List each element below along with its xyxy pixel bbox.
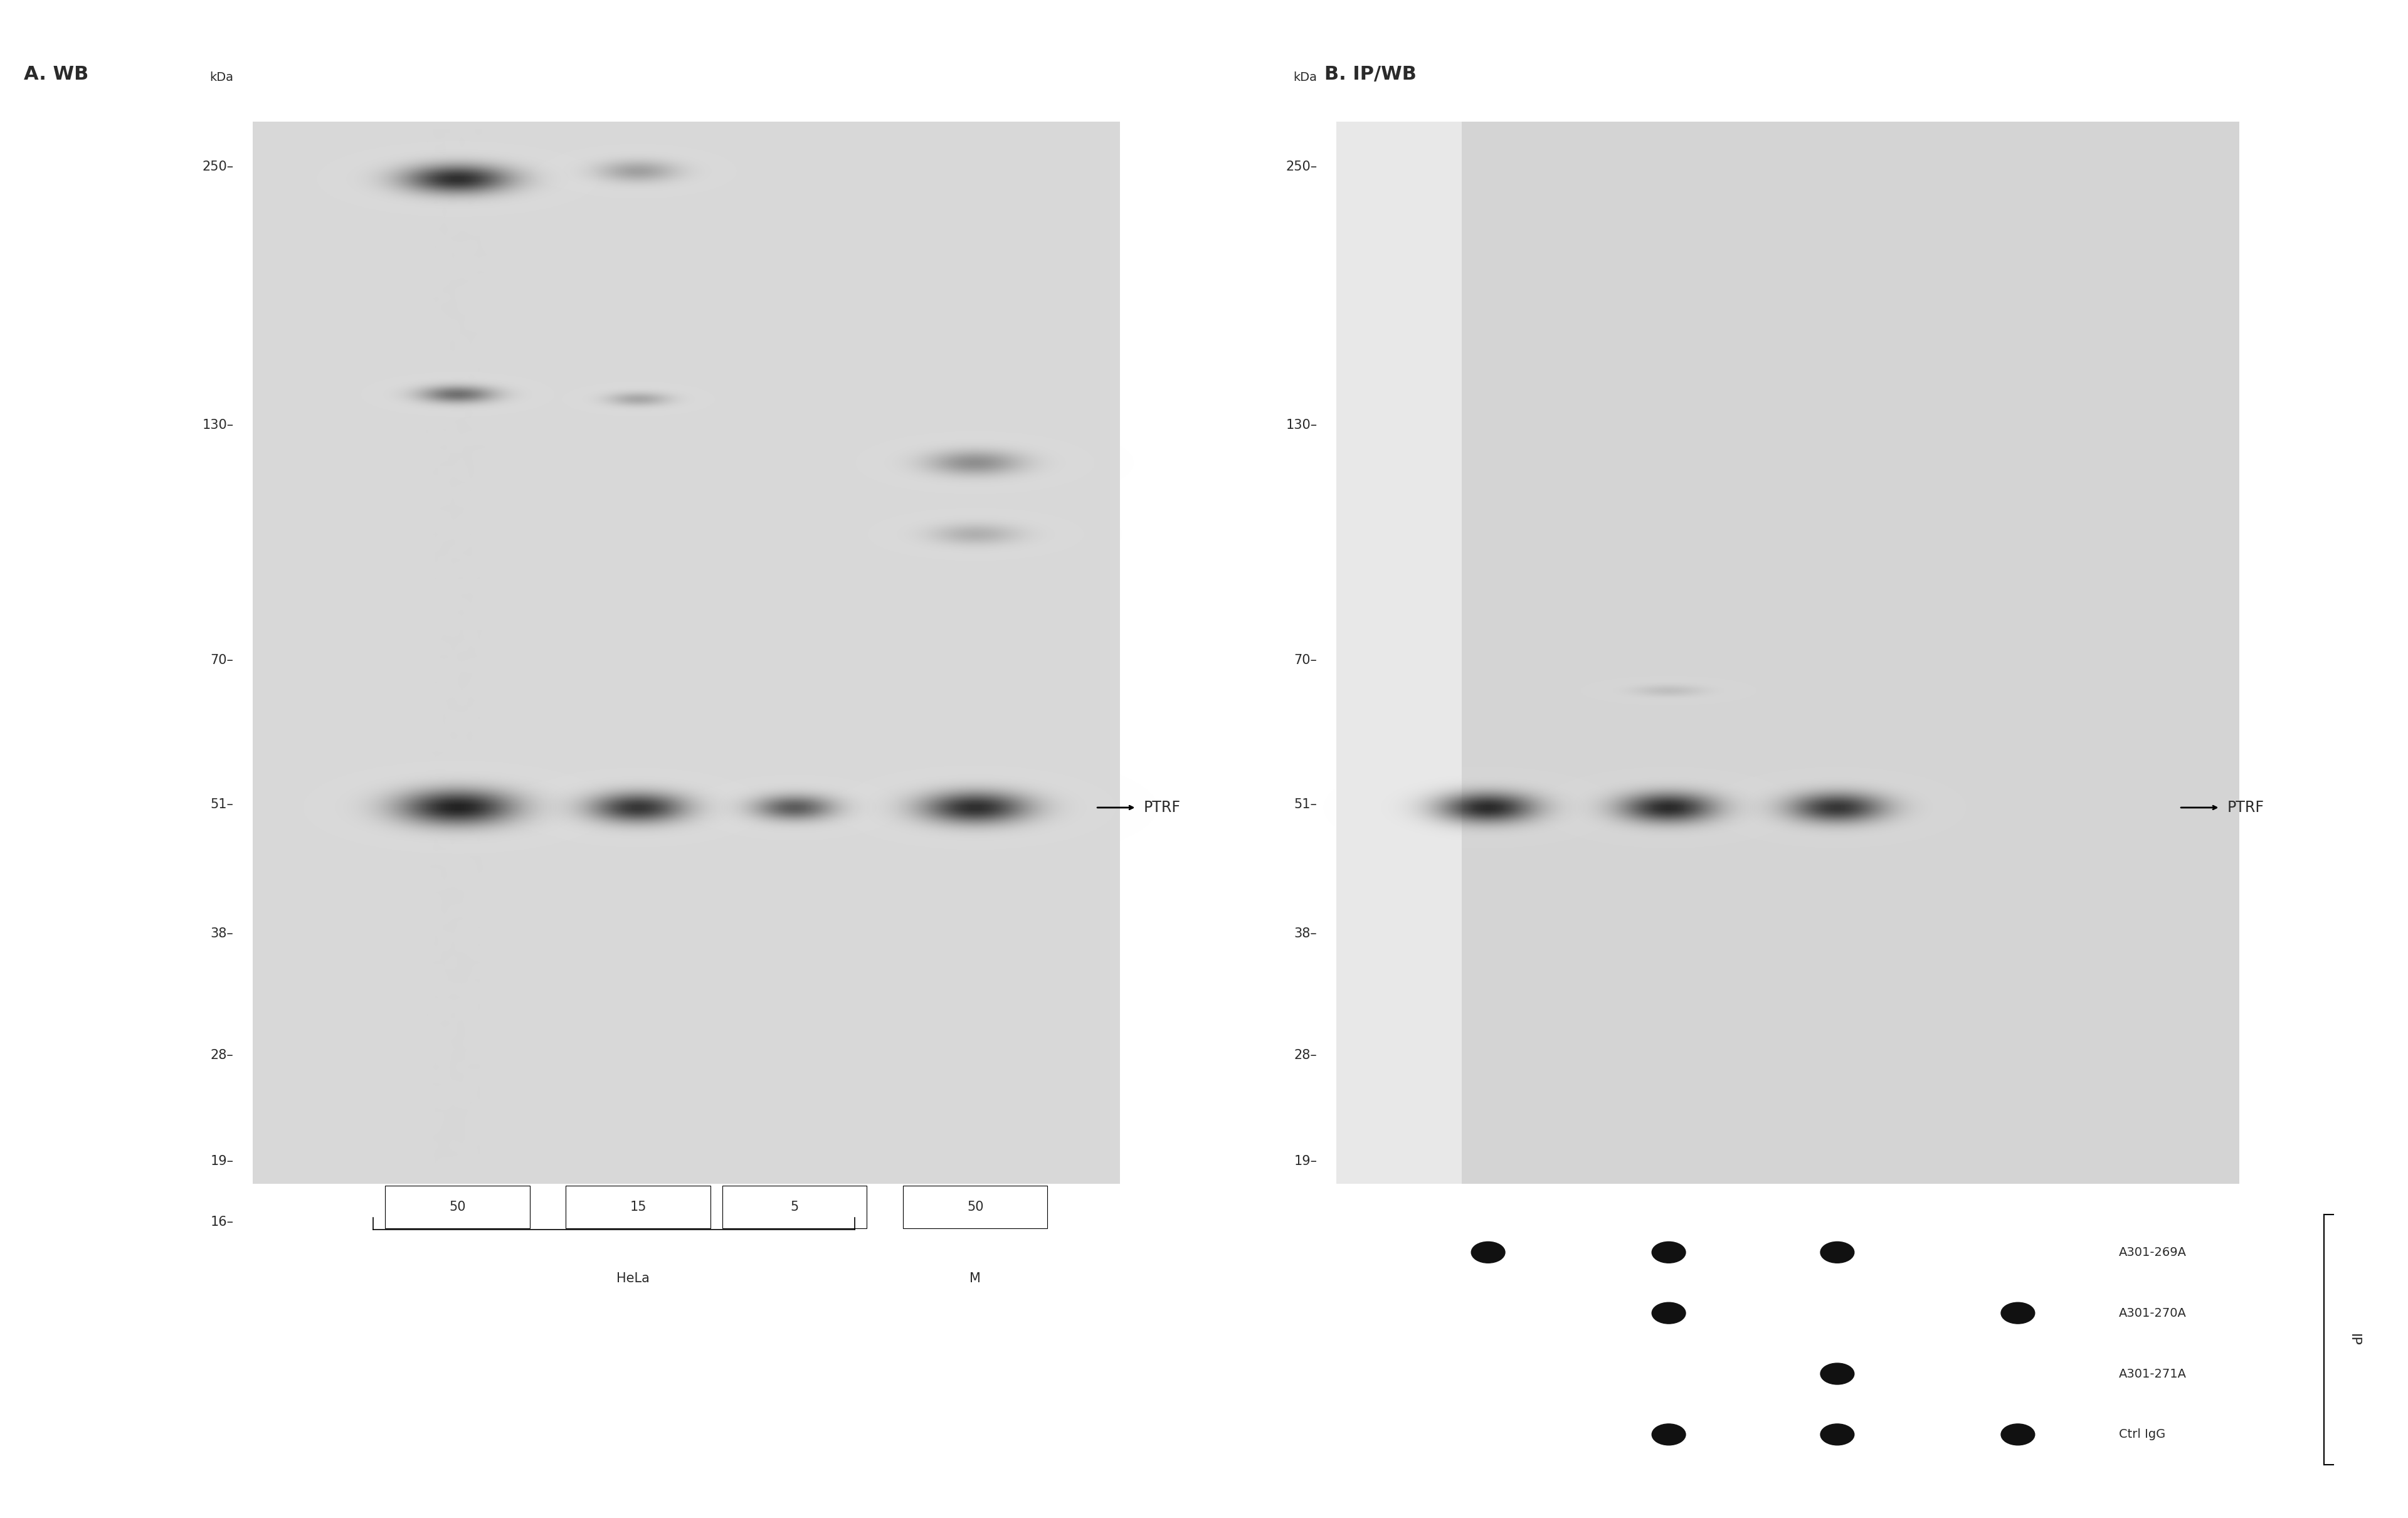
Circle shape — [1471, 1242, 1505, 1263]
Text: 70–: 70– — [209, 654, 234, 666]
Text: A301-270A: A301-270A — [2119, 1307, 2186, 1319]
Text: M: M — [970, 1272, 980, 1284]
Bar — [722, 1186, 867, 1228]
Circle shape — [1652, 1302, 1686, 1324]
Bar — [1336, 121, 1462, 1184]
Text: HeLa: HeLa — [616, 1272, 650, 1284]
Bar — [903, 1186, 1047, 1228]
Text: IP: IP — [2348, 1333, 2360, 1346]
Text: 250–: 250– — [1286, 161, 1317, 173]
Text: 50: 50 — [450, 1201, 465, 1213]
Text: Ctrl IgG: Ctrl IgG — [2119, 1428, 2165, 1441]
Circle shape — [1820, 1242, 1854, 1263]
Circle shape — [1820, 1424, 1854, 1445]
Text: PTRF: PTRF — [2227, 800, 2264, 815]
Text: A301-271A: A301-271A — [2119, 1368, 2186, 1380]
Text: 38–: 38– — [1293, 927, 1317, 940]
Text: A301-269A: A301-269A — [2119, 1246, 2186, 1258]
Text: 28–: 28– — [1293, 1049, 1317, 1061]
Text: 130–: 130– — [202, 419, 234, 431]
Text: 51–: 51– — [1293, 798, 1317, 811]
Text: 250–: 250– — [202, 161, 234, 173]
Text: kDa: kDa — [1293, 71, 1317, 83]
Text: 51–: 51– — [209, 798, 234, 811]
Text: 16–: 16– — [209, 1216, 234, 1228]
Text: 5: 5 — [790, 1201, 799, 1213]
Text: 38–: 38– — [209, 927, 234, 940]
Text: 19–: 19– — [1293, 1155, 1317, 1167]
Circle shape — [2001, 1424, 2035, 1445]
Text: 50: 50 — [968, 1201, 982, 1213]
Bar — [253, 121, 1120, 1184]
Text: 15: 15 — [631, 1201, 645, 1213]
Bar — [385, 1186, 530, 1228]
Text: B. IP/WB: B. IP/WB — [1324, 65, 1416, 83]
Circle shape — [1652, 1242, 1686, 1263]
Text: kDa: kDa — [209, 71, 234, 83]
Circle shape — [1820, 1363, 1854, 1384]
Text: 28–: 28– — [209, 1049, 234, 1061]
Text: 19–: 19– — [209, 1155, 234, 1167]
Text: PTRF: PTRF — [1144, 800, 1180, 815]
Text: 130–: 130– — [1286, 419, 1317, 431]
Circle shape — [2001, 1302, 2035, 1324]
Circle shape — [1652, 1424, 1686, 1445]
Bar — [566, 1186, 710, 1228]
Text: A. WB: A. WB — [24, 65, 89, 83]
Text: 70–: 70– — [1293, 654, 1317, 666]
Bar — [1336, 121, 2239, 1184]
